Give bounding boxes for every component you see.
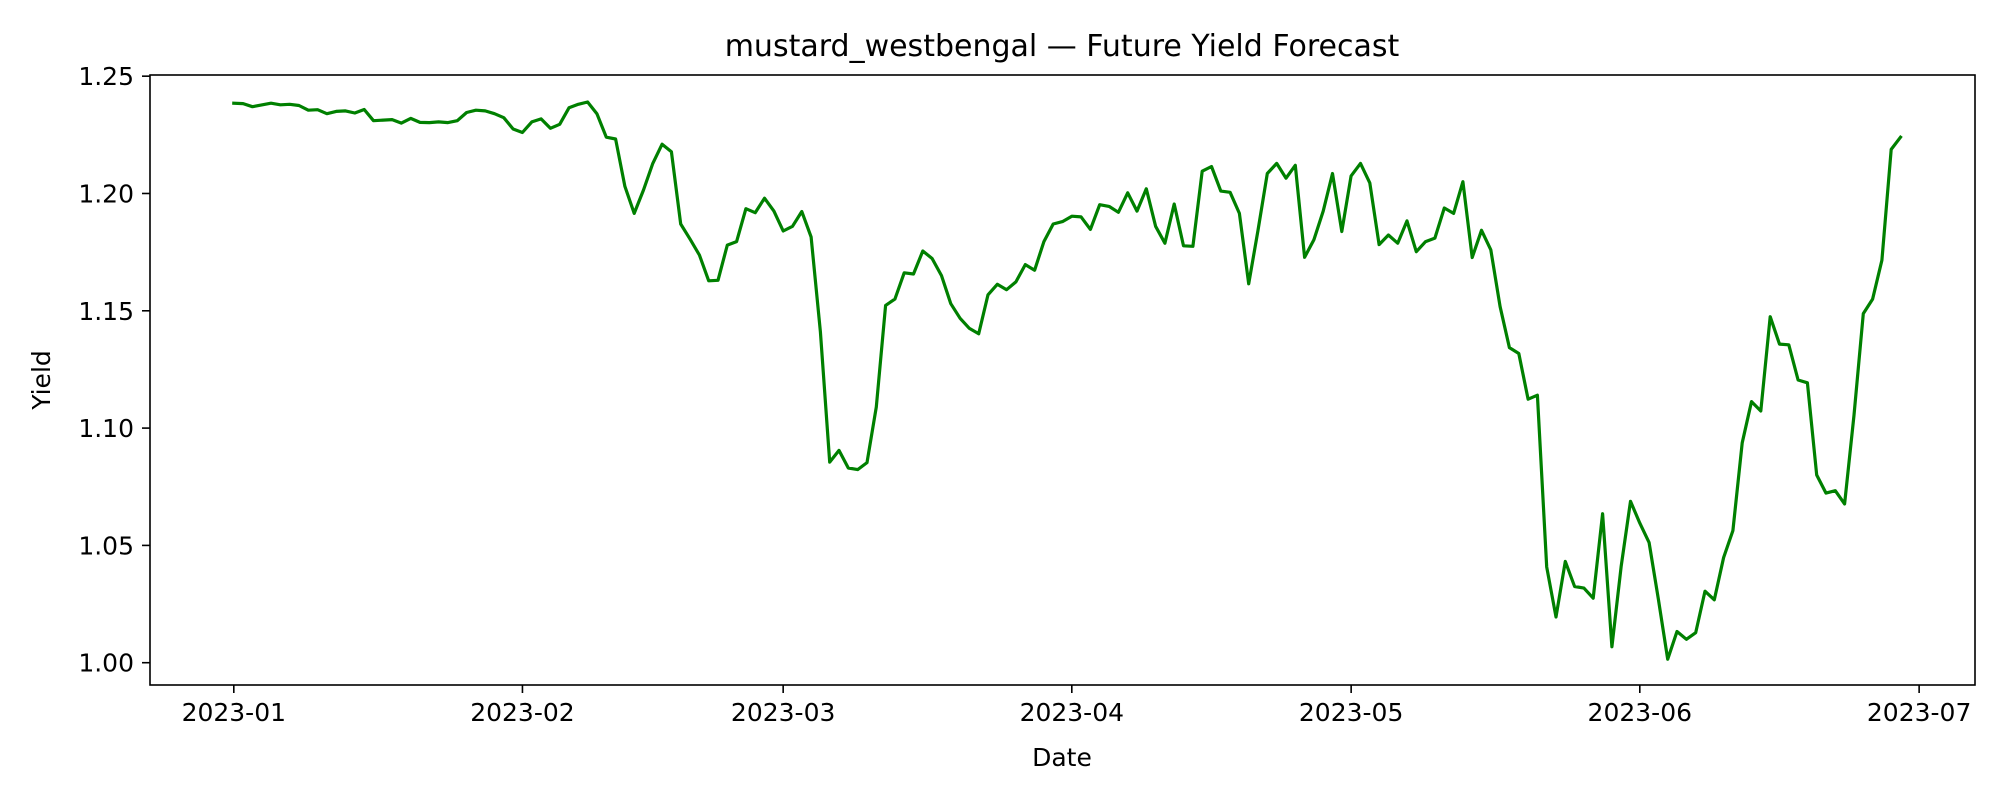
axis-ticks: 2023-01 2023-02 2023-03 2023-04 2023-05 2023-… — [78, 62, 1971, 727]
x-tick-label: 2023-03 — [731, 698, 835, 727]
x-tick-label: 2023-07 — [1867, 698, 1971, 727]
y-axis-label: Yield — [27, 350, 56, 411]
plot-frame — [149, 74, 1976, 686]
y-tick-label: 1.25 — [78, 62, 134, 91]
y-tick-label: 1.20 — [78, 179, 134, 208]
plot-series — [232, 100, 1903, 661]
yield-forecast-line — [232, 100, 1903, 661]
y-tick-label: 1.10 — [78, 414, 134, 443]
x-tick-label: 2023-04 — [1020, 698, 1124, 727]
y-tick-label: 1.15 — [78, 297, 134, 326]
x-axis-label: Date — [1032, 743, 1092, 772]
x-tick-label: 2023-02 — [470, 698, 574, 727]
y-tick-label: 1.05 — [78, 531, 134, 560]
x-tick-label: 2023-06 — [1588, 698, 1692, 727]
x-tick-label: 2023-01 — [182, 698, 286, 727]
y-tick-label: 1.00 — [78, 649, 134, 678]
x-tick-label: 2023-05 — [1299, 698, 1403, 727]
chart-title: mustard_westbengal — Future Yield Foreca… — [725, 29, 1400, 64]
